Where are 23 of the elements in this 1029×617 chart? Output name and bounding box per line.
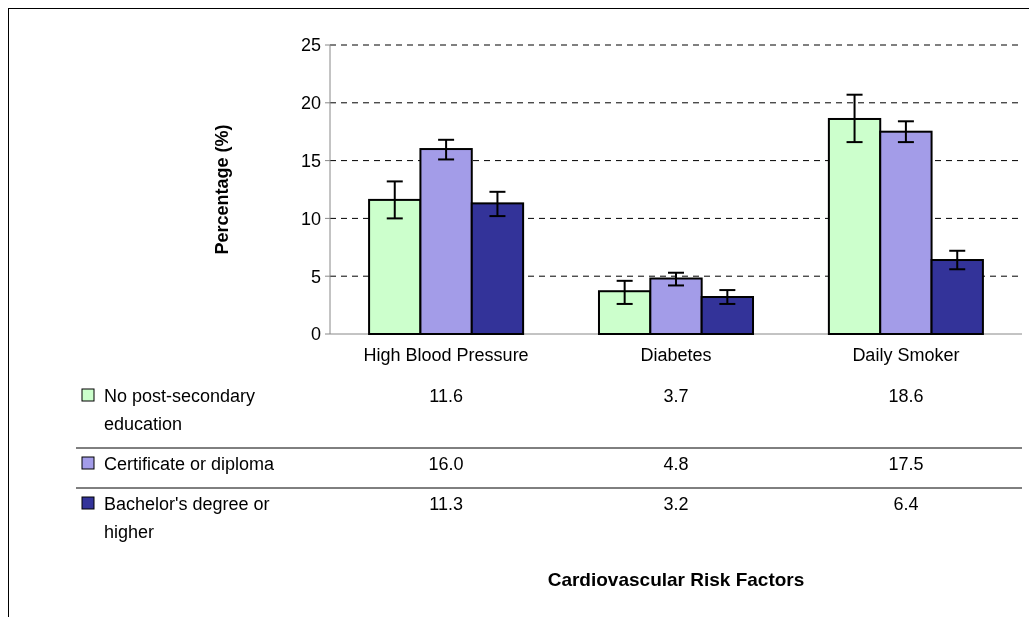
data-label: 11.3 [429,494,463,514]
legend-label: Bachelor's degree or higher [104,494,270,542]
y-tick-label: 15 [300,150,321,171]
y-tick-label: 10 [300,208,321,229]
data-label: 18.6 [888,386,924,406]
x-tick-label: Diabetes [640,345,712,365]
data-label: 11.6 [429,386,463,406]
data-label: 4.8 [663,454,689,474]
y-tick-label: 5 [310,266,321,287]
y-tick-label: 25 [300,35,321,56]
data-label: 17.5 [888,454,924,474]
x-tick-label: Daily Smoker [852,345,960,365]
legend-label: Certificate or diploma [104,454,276,474]
x-tick-label: High Blood Pressure [363,345,529,365]
data-label: 3.2 [663,494,689,514]
data-label: 6.4 [893,494,919,514]
legend-label: No post-secondary education [104,386,256,434]
y-tick-label: 0 [310,324,321,345]
y-axis-title: Percentage (%) [212,124,232,255]
text: Cardiovascular Risk Factors [547,569,805,590]
data-label: 3.7 [663,386,689,406]
y-tick-label: 20 [300,93,321,114]
data-label: 16.0 [428,454,464,474]
